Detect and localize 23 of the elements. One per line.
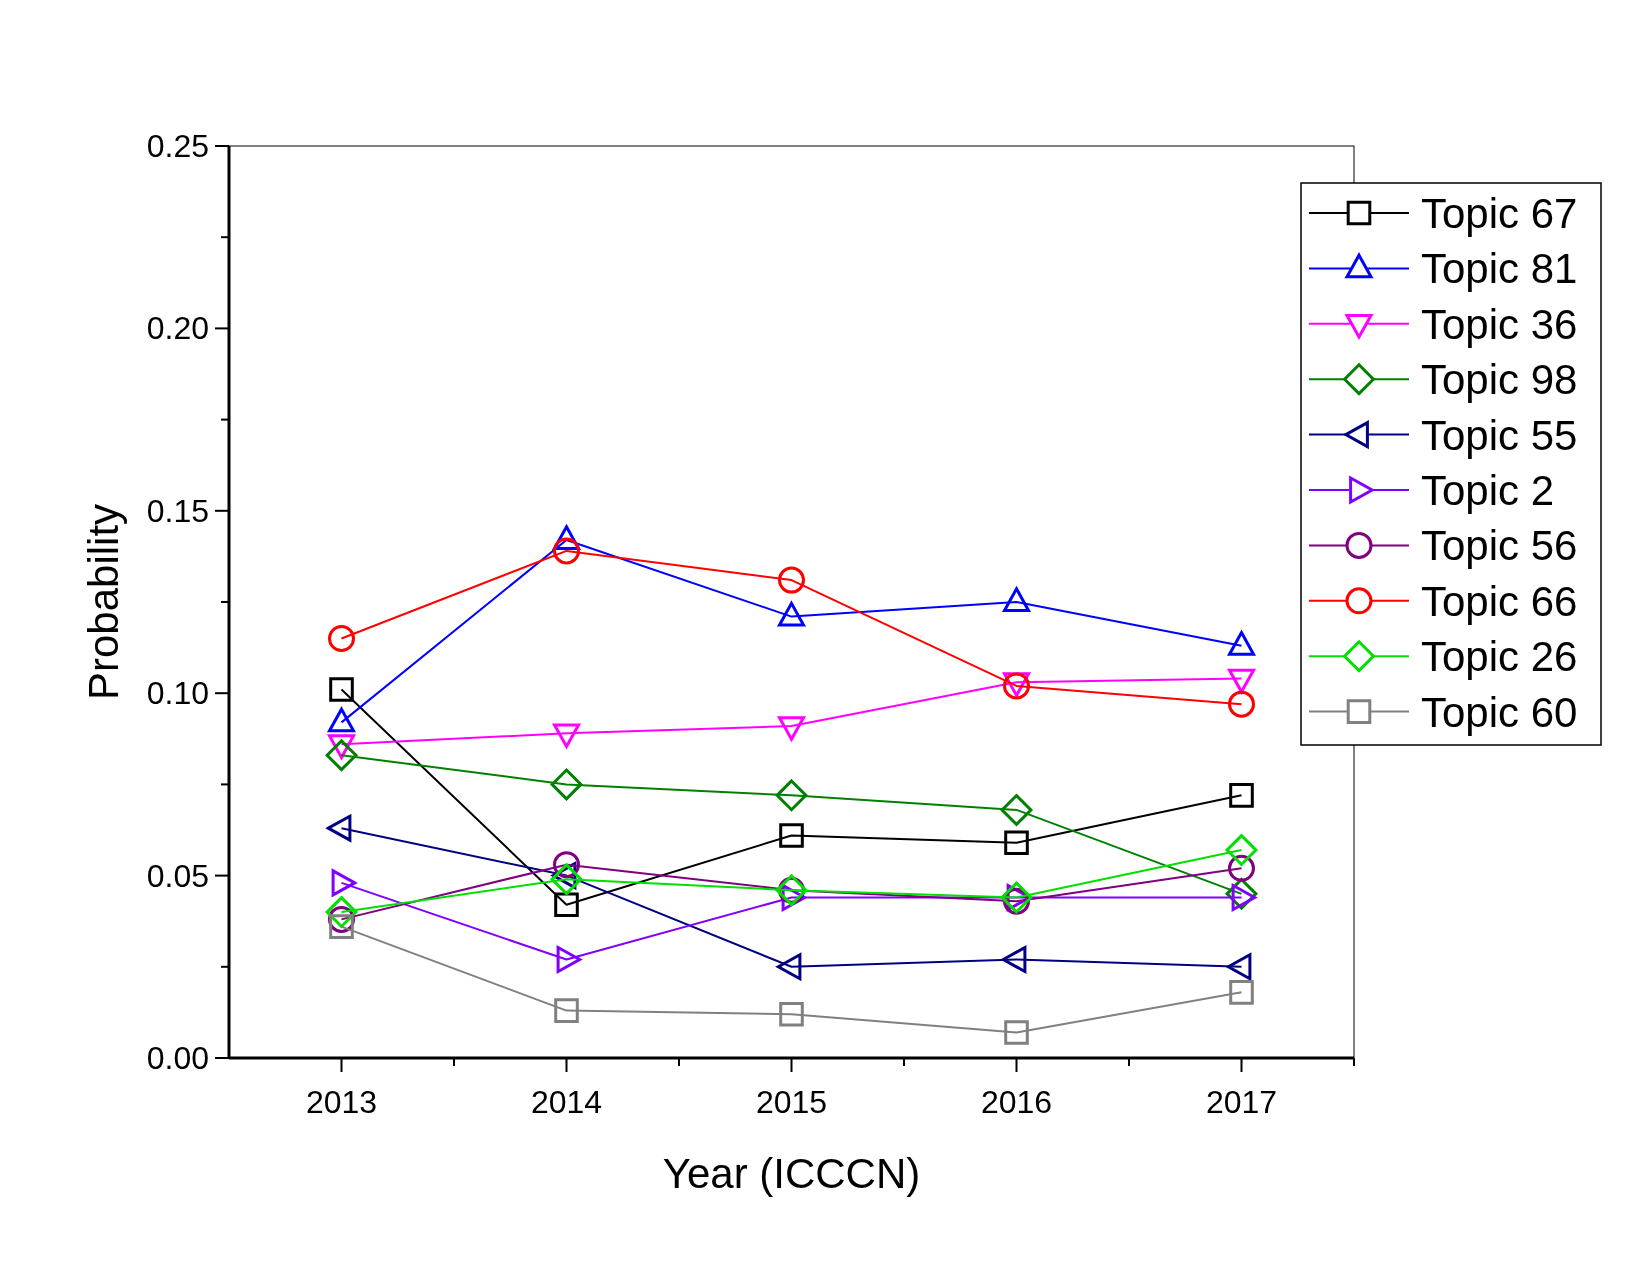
y-tick-label: 0.05 [146,857,209,894]
legend-label: Topic 98 [1421,356,1578,404]
legend-label: Topic 26 [1421,633,1578,681]
legend-label: Topic 66 [1421,577,1578,625]
y-tick-label: 0.10 [146,675,209,712]
x-tick-label: 2017 [1205,1084,1278,1120]
x-tick-label: 2014 [530,1084,603,1120]
legend-label: Topic 36 [1421,300,1578,348]
y-axis-title: Probability [80,503,127,701]
legend-label: Topic 60 [1421,688,1578,736]
y-tick-label: 0.15 [146,492,209,529]
x-tick-label: 2015 [755,1084,828,1120]
legend-label: Topic 81 [1421,245,1578,293]
y-tick-label: 0.00 [146,1040,209,1076]
y-tick-label: 0.20 [146,310,209,347]
x-tick-label: 2013 [305,1084,378,1120]
legend-label: Topic 56 [1421,522,1578,570]
legend-label: Topic 2 [1421,467,1555,514]
x-tick-label: 2016 [980,1084,1053,1120]
legend-label: Topic 55 [1421,411,1578,459]
y-tick-label: 0.25 [146,128,209,164]
x-axis-title: Year (ICCCN) [662,1150,921,1197]
legend-label: Topic 67 [1421,190,1578,237]
